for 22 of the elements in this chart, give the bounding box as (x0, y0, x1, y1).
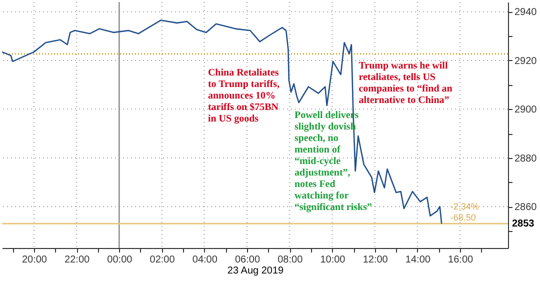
x-tick-label: 16:00 (448, 254, 474, 266)
x-tick-label: 20:00 (22, 254, 48, 266)
x-tick-label: 04:00 (192, 254, 218, 266)
annotation: China Retaliates to Trump tariffs, announces 10% tariffs on $75BN in US goods (208, 68, 280, 125)
x-tick-label: 10:00 (320, 254, 346, 266)
annotation: -2.34% (450, 201, 479, 212)
annotation: -68.50 (450, 212, 476, 223)
x-tick-label: 02:00 (150, 254, 176, 266)
y-tick-label: 2940 (514, 7, 538, 18)
x-tick-label: 00:00 (107, 254, 133, 266)
x-tick-label: 22:00 (64, 254, 90, 266)
ref-line-label: 2853 (512, 218, 535, 230)
y-tick-label: 2900 (514, 104, 538, 116)
x-tick-label: 12:00 (362, 254, 388, 266)
y-tick-label: 2880 (514, 153, 538, 164)
y-tick-label: 2920 (514, 56, 538, 67)
x-tick-label: 08:00 (278, 254, 304, 266)
annotation: Trump warns he will retaliates, tells US companies to “find an alternative to China” (358, 60, 453, 106)
x-axis-title: 23 Aug 2019 (227, 266, 284, 276)
x-tick-label: 06:00 (234, 254, 260, 266)
y-tick-label: 2860 (514, 202, 538, 214)
x-tick-label: 14:00 (405, 254, 431, 266)
